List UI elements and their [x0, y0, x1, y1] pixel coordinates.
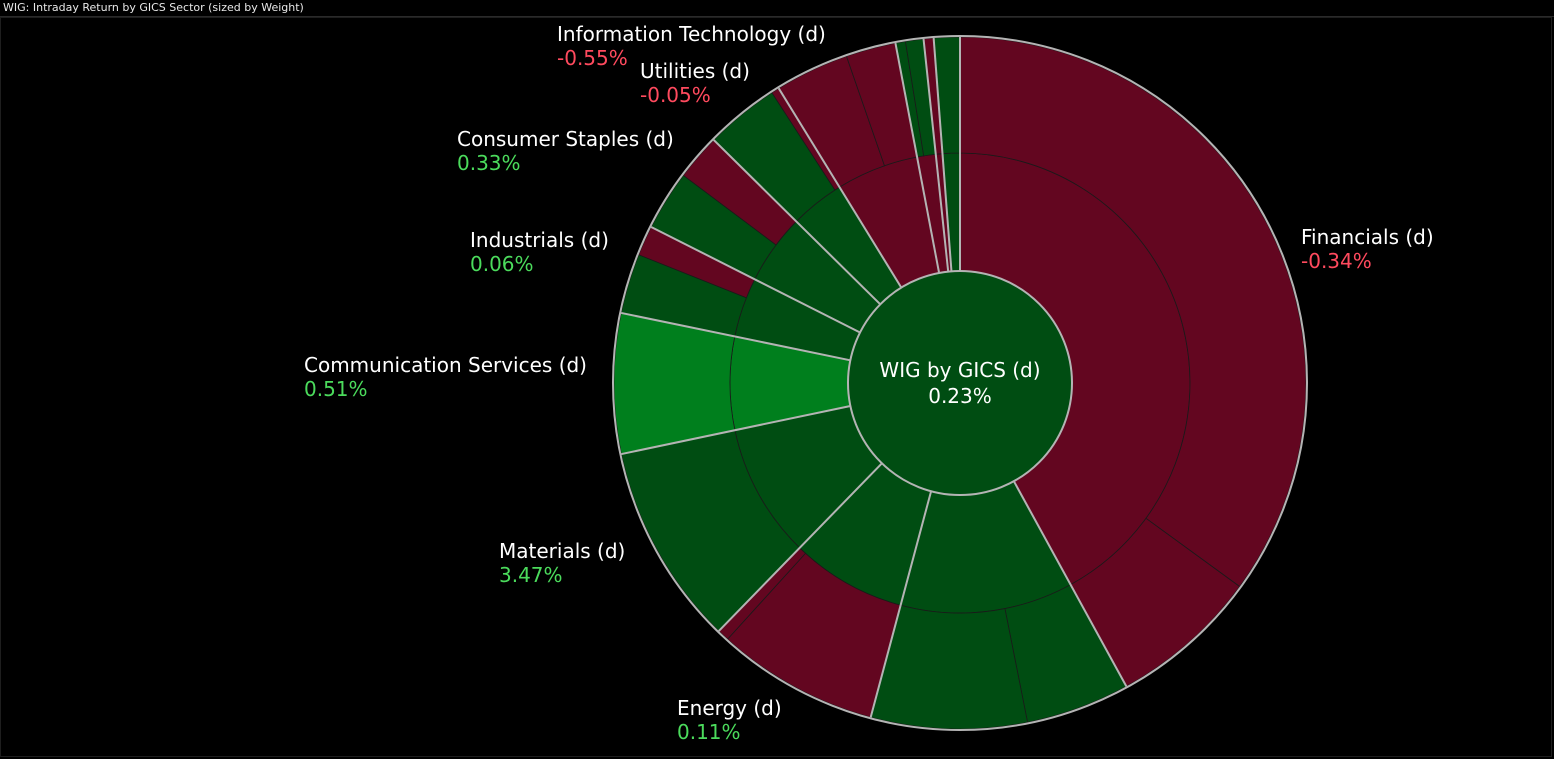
- sector-label-value-0: -0.34%: [1301, 249, 1372, 273]
- sector-label-value-6: 0.06%: [470, 252, 534, 276]
- sector-label-value-4: 3.47%: [499, 563, 563, 587]
- sector-divider-3: [718, 462, 883, 632]
- sector-label-name-3: Energy (d): [677, 696, 782, 720]
- window-titlebar: WIG: Intraday Return by GICS Sector (siz…: [0, 0, 1554, 17]
- chart-frame: [0, 17, 1552, 757]
- sector-labels: Financials (d)-0.34% Energy (d)0.11% Mater…: [304, 22, 1434, 744]
- sector-label-value-7: 0.33%: [457, 151, 521, 175]
- center-circle[interactable]: [847, 270, 1073, 496]
- sector-divider-6: [650, 226, 861, 334]
- sector-divider-7: [713, 139, 881, 306]
- sector-label-value-10: -0.05%: [640, 83, 711, 107]
- sector-divider-9: [894, 42, 941, 274]
- window-title: WIG: Intraday Return by GICS Sector (siz…: [3, 1, 304, 14]
- stock-wedge-0-0[interactable]: [959, 36, 1307, 588]
- sector-label-value-3: 0.11%: [677, 720, 741, 744]
- center-value: 0.23%: [928, 384, 992, 408]
- sector-label-value-5: 0.51%: [304, 377, 368, 401]
- sector-divider-2: [869, 490, 933, 718]
- sector-label-name-9: Information Technology (d): [557, 22, 826, 46]
- stock-wedge-4-0[interactable]: [613, 312, 736, 455]
- outer-ring-border: [612, 35, 1308, 731]
- sector-label-value-9: -0.55%: [557, 46, 628, 70]
- sunburst-rings: [612, 35, 1308, 731]
- sector-label-name-0: Financials (d): [1301, 225, 1434, 249]
- sector-label-name-10: Utilities (d): [640, 59, 750, 83]
- sector-label-name-6: Industrials (d): [470, 228, 609, 252]
- sector-divider-4: [621, 405, 851, 456]
- sector-label-name-5: Communication Services (d): [304, 353, 587, 377]
- sector-divider-11: [932, 37, 953, 272]
- sector-divider-10: [922, 38, 950, 272]
- sector-label-name-4: Materials (d): [499, 539, 625, 563]
- sector-divider-8: [777, 87, 903, 289]
- sector-label-name-7: Consumer Staples (d): [457, 127, 674, 151]
- center-node[interactable]: WIG by GICS (d) 0.23%: [847, 270, 1073, 496]
- sector-divider-5: [620, 311, 851, 362]
- center-label: WIG by GICS (d): [879, 358, 1040, 382]
- sector-divider-1: [1012, 480, 1128, 687]
